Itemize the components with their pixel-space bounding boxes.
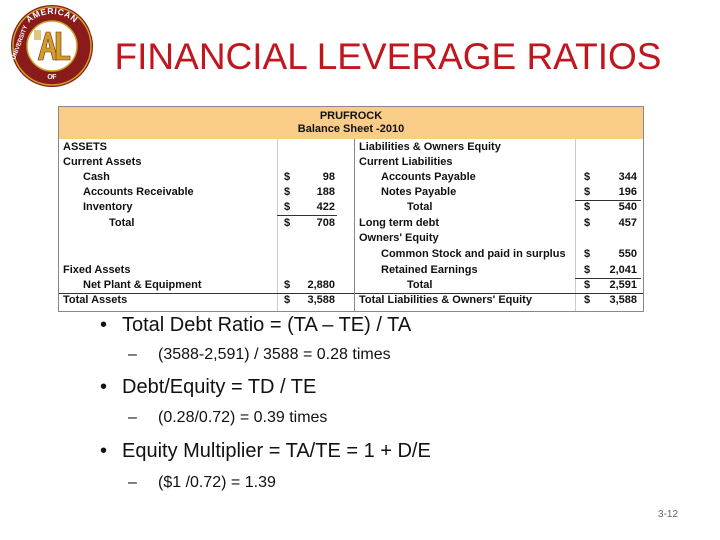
inventory-rule: [277, 200, 337, 216]
bullet-dot-icon: •: [100, 440, 108, 462]
owners-equity-heading: Owners' Equity: [359, 232, 439, 244]
left-cur-divider: [277, 139, 278, 311]
slide-title: FINANCIAL LEVERAGE RATIOS: [114, 36, 662, 77]
total-assets-rule: [59, 293, 354, 309]
sub-text: (3588-2,591) / 3588 = 0.28 times: [158, 346, 391, 363]
inventory-label: Inventory: [83, 201, 133, 213]
fixed-assets-heading: Fixed Assets: [63, 264, 131, 276]
balance-sheet-subtitle: Balance Sheet -2010: [297, 123, 405, 135]
bullet-total-debt-ratio: • Total Debt Ratio = (TA – TE) / TA: [100, 314, 411, 337]
liabilities-heading: Liabilities & Owners Equity: [359, 141, 501, 153]
receivable-value: 188: [316, 186, 335, 198]
column-divider: [354, 139, 355, 311]
ltd-value: 457: [618, 217, 637, 229]
dash-icon: –: [128, 474, 137, 491]
bullet-dot-icon: •: [100, 376, 108, 398]
notes-value: 196: [618, 186, 637, 198]
payable-currency: $: [584, 171, 591, 183]
ltd-currency: $: [584, 217, 591, 229]
retained-value: 2,041: [609, 264, 637, 276]
cl-total-label: Total: [407, 201, 433, 213]
bullet-text: Debt/Equity = TD / TE: [122, 376, 317, 398]
sub-debt-equity: – (0.28/0.72) = 0.39 times: [128, 409, 327, 427]
common-stock-currency: $: [584, 248, 591, 260]
svg-text:OF: OF: [47, 74, 58, 82]
page-number: 3-12: [657, 509, 678, 520]
balance-sheet-table: PRUFROCK Balance Sheet -2010 ASSETS Curr…: [58, 106, 644, 312]
bullet-equity-multiplier: • Equity Multiplier = TA/TE = 1 + D/E: [100, 440, 431, 463]
balance-sheet-header: PRUFROCK Balance Sheet -2010: [59, 107, 643, 139]
sub-text: (0.28/0.72) = 0.39 times: [158, 409, 328, 426]
net-plant-currency: $: [284, 279, 291, 291]
oe-total-label: Total: [407, 279, 433, 291]
cl-total-currency: $: [584, 201, 591, 213]
net-plant-value: 2,880: [307, 279, 335, 291]
total-le-label: Total Liabilities & Owners' Equity: [359, 294, 532, 306]
university-logo: AMERICAN UNIVERSITY LEADERSHIP OF: [4, 2, 105, 88]
logo-seal-icon: AMERICAN UNIVERSITY LEADERSHIP OF: [11, 5, 105, 87]
common-stock-value: 550: [618, 248, 637, 260]
sub-equity-multiplier: – ($1 /0.72) = 1.39: [128, 474, 276, 492]
bullet-dot-icon: •: [100, 314, 108, 336]
inventory-currency: $: [284, 201, 291, 213]
bullet-text: Total Debt Ratio = (TA – TE) / TA: [122, 314, 412, 336]
receivable-label: Accounts Receivable: [83, 186, 194, 198]
notes-rule: [575, 185, 641, 201]
total-le-value: 3,588: [609, 294, 637, 306]
right-cur-divider: [575, 139, 576, 311]
oe-total-value: 2,591: [609, 279, 637, 291]
company-name: PRUFROCK: [319, 110, 383, 122]
notes-label: Notes Payable: [381, 186, 457, 198]
receivable-currency: $: [284, 186, 291, 198]
total-le-rule: [355, 293, 643, 309]
total-assets-label: Total Assets: [63, 294, 128, 306]
dash-icon: –: [128, 346, 137, 363]
cl-total-value: 540: [618, 201, 637, 213]
ltd-label: Long term debt: [359, 217, 440, 229]
payable-label: Accounts Payable: [381, 171, 476, 183]
current-assets-heading: Current Assets: [63, 156, 142, 168]
sub-total-debt-ratio: – (3588-2,591) / 3588 = 0.28 times: [128, 346, 391, 364]
cash-label: Cash: [83, 171, 110, 183]
ca-total-label: Total: [109, 217, 135, 229]
dash-icon: –: [128, 409, 137, 426]
total-assets-currency: $: [284, 294, 291, 306]
total-le-currency: $: [584, 294, 591, 306]
current-liabilities-heading: Current Liabilities: [359, 156, 453, 168]
cash-value: 98: [322, 171, 335, 183]
inventory-value: 422: [316, 201, 335, 213]
oe-total-currency: $: [584, 279, 591, 291]
retained-currency: $: [584, 264, 591, 276]
assets-heading: ASSETS: [63, 141, 108, 153]
retained-label: Retained Earnings: [381, 264, 478, 276]
total-assets-value: 3,588: [307, 294, 335, 306]
ca-total-currency: $: [284, 217, 291, 229]
sub-text: ($1 /0.72) = 1.39: [158, 474, 276, 491]
net-plant-label: Net Plant & Equipment: [83, 279, 202, 291]
notes-currency: $: [584, 186, 591, 198]
ca-total-value: 708: [316, 217, 335, 229]
bullet-text: Equity Multiplier = TA/TE = 1 + D/E: [122, 440, 431, 462]
payable-value: 344: [618, 171, 637, 183]
retained-rule: [575, 263, 641, 279]
common-stock-label: Common Stock and paid in surplus: [381, 248, 566, 260]
bullet-debt-equity: • Debt/Equity = TD / TE: [100, 376, 316, 399]
cash-currency: $: [284, 171, 291, 183]
